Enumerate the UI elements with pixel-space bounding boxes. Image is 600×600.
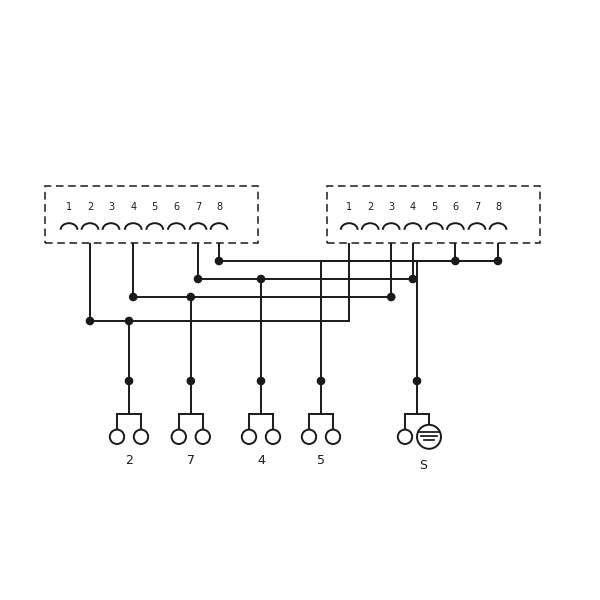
Text: 1: 1 xyxy=(66,202,72,212)
Text: S: S xyxy=(419,459,427,472)
Text: 4: 4 xyxy=(410,202,416,212)
Circle shape xyxy=(110,430,124,444)
Circle shape xyxy=(388,293,395,301)
Circle shape xyxy=(266,430,280,444)
Text: 7: 7 xyxy=(187,454,195,467)
Circle shape xyxy=(257,275,265,283)
Text: 5: 5 xyxy=(152,202,158,212)
Text: 8: 8 xyxy=(216,202,222,212)
Text: 5: 5 xyxy=(431,202,437,212)
Text: 1: 1 xyxy=(346,202,352,212)
Circle shape xyxy=(452,257,459,265)
Circle shape xyxy=(134,430,148,444)
Circle shape xyxy=(187,293,194,301)
Bar xyxy=(327,186,540,243)
Circle shape xyxy=(196,430,210,444)
Text: 2: 2 xyxy=(87,202,93,212)
Circle shape xyxy=(242,430,256,444)
Circle shape xyxy=(409,275,416,283)
Text: 6: 6 xyxy=(452,202,458,212)
Circle shape xyxy=(194,275,202,283)
Text: 2: 2 xyxy=(125,454,133,467)
Text: 3: 3 xyxy=(388,202,394,212)
Circle shape xyxy=(417,425,441,449)
Text: 8: 8 xyxy=(495,202,501,212)
Circle shape xyxy=(86,317,94,325)
Text: 3: 3 xyxy=(108,202,114,212)
Text: 7: 7 xyxy=(195,202,201,212)
Circle shape xyxy=(172,430,186,444)
Text: 7: 7 xyxy=(474,202,480,212)
Bar xyxy=(45,186,258,243)
Circle shape xyxy=(413,377,421,385)
Circle shape xyxy=(130,293,137,301)
Circle shape xyxy=(215,257,223,265)
Circle shape xyxy=(125,317,133,325)
Text: 4: 4 xyxy=(257,454,265,467)
Text: 6: 6 xyxy=(173,202,179,212)
Circle shape xyxy=(187,377,194,385)
Circle shape xyxy=(494,257,502,265)
Circle shape xyxy=(257,377,265,385)
Circle shape xyxy=(398,430,412,444)
Circle shape xyxy=(326,430,340,444)
Circle shape xyxy=(302,430,316,444)
Text: 2: 2 xyxy=(367,202,373,212)
Circle shape xyxy=(317,377,325,385)
Circle shape xyxy=(125,377,133,385)
Text: 4: 4 xyxy=(130,202,136,212)
Text: 5: 5 xyxy=(317,454,325,467)
